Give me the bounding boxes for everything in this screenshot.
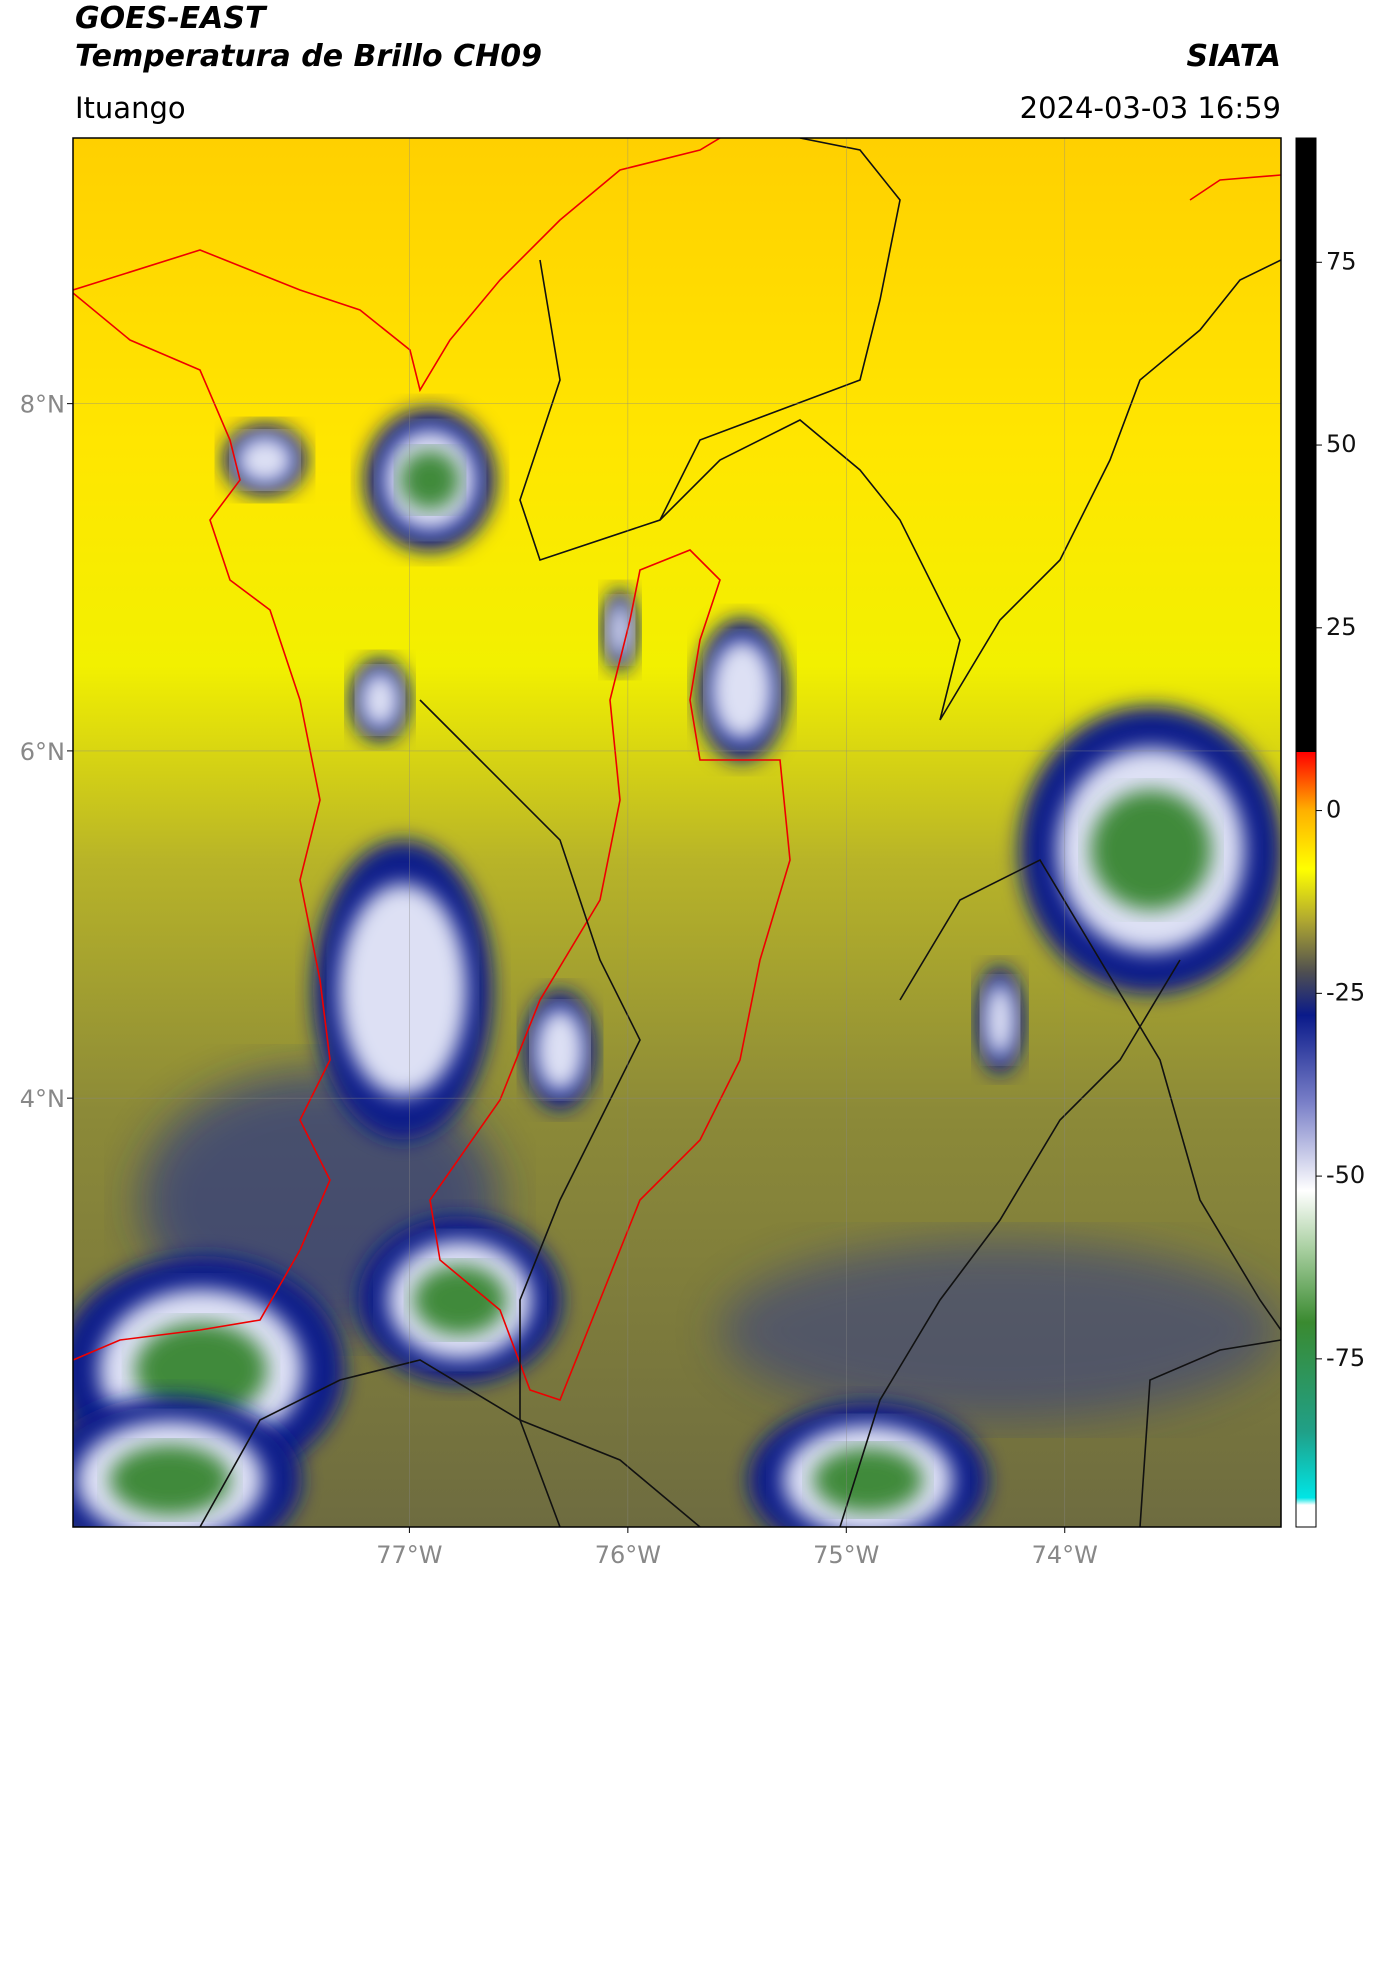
datetime: 2024-03-03 16:59 [1020, 91, 1281, 125]
cloud [109, 1445, 231, 1515]
colorbar-tick-label: -25 [1326, 978, 1365, 1006]
cloud [983, 981, 1017, 1059]
cloud [235, 434, 295, 486]
y-tick-label: 6°N [20, 738, 65, 766]
colorbar-tick-label: 75 [1326, 247, 1357, 275]
clouds [73, 408, 1281, 1527]
colorbar-tick-label: 0 [1326, 796, 1341, 824]
colorbar-tick-label: -50 [1326, 1161, 1365, 1189]
x-tick-label: 76°W [595, 1541, 661, 1569]
colorbar-tick-label: 50 [1326, 430, 1357, 458]
map-frame [72, 137, 1282, 1528]
cloud [709, 639, 775, 741]
x-tick-label: 75°W [813, 1541, 879, 1569]
colorbar-tick-label: 25 [1326, 613, 1357, 641]
source: SIATA [1187, 39, 1281, 74]
colorbar-tick-label: -75 [1326, 1344, 1365, 1372]
cloud [534, 1007, 586, 1093]
cloud [413, 1265, 507, 1335]
cloud [813, 1447, 923, 1513]
cloud [339, 883, 467, 1097]
cloud [135, 1322, 267, 1418]
subtitle: Temperatura de Brillo CH09 [75, 39, 542, 74]
y-tick-label: 8°N [20, 391, 65, 419]
colorbar [1295, 137, 1317, 1528]
cloud [607, 600, 633, 660]
y-tick-label: 4°N [20, 1085, 65, 1113]
cloud [1090, 790, 1212, 910]
cloud [399, 450, 461, 510]
title: GOES-EAST [75, 1, 268, 36]
x-tick-label: 77°W [376, 1541, 442, 1569]
cloud-band [720, 1240, 1280, 1420]
map [73, 138, 1281, 1527]
boundaries [73, 138, 1281, 1527]
region: Ituango [75, 91, 186, 125]
x-tick-label: 74°W [1032, 1541, 1098, 1569]
cloud [358, 670, 402, 730]
